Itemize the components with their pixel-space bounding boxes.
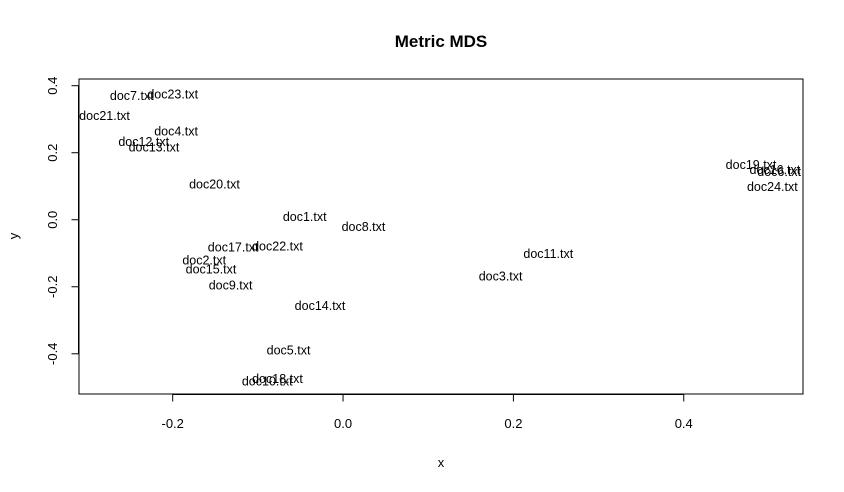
y-tick-label: -0.2: [45, 276, 60, 298]
point-label: doc22.txt: [252, 240, 303, 254]
point-label: doc17.txt: [208, 241, 259, 255]
point-label: doc23.txt: [147, 87, 198, 101]
y-axis-label: y: [6, 232, 21, 239]
point-label: doc24.txt: [747, 180, 798, 194]
y-axis: -0.4 -0.2 0.0 0.2 0.4: [45, 77, 79, 365]
chart-title: Metric MDS: [395, 32, 488, 51]
point-label: doc7.txt: [110, 89, 154, 103]
y-tick-label: 0.0: [45, 211, 60, 229]
point-label: doc18.txt: [252, 372, 303, 386]
x-tick-label: 0.4: [675, 416, 693, 431]
point-label: doc8.txt: [342, 220, 386, 234]
x-axis: -0.2 0.0 0.2 0.4: [161, 394, 693, 431]
x-tick-label: -0.2: [161, 416, 183, 431]
point-label: doc19.txt: [726, 158, 777, 172]
x-tick-label: 0.2: [504, 416, 522, 431]
point-label: doc21.txt: [79, 109, 130, 123]
y-tick-label: 0.2: [45, 144, 60, 162]
point-label: doc4.txt: [154, 125, 198, 139]
point-label: doc1.txt: [283, 210, 327, 224]
point-label: doc10.txt: [242, 375, 293, 389]
point-label: doc13.txt: [129, 140, 180, 154]
point-label: doc16.txt: [750, 163, 801, 177]
point-label: doc20.txt: [189, 178, 240, 192]
y-tick-label: 0.4: [45, 77, 60, 95]
point-label: doc2.txt: [182, 254, 226, 268]
y-tick-label: -0.4: [45, 343, 60, 365]
x-tick-label: 0.0: [334, 416, 352, 431]
point-label: doc9.txt: [209, 278, 253, 292]
point-label: doc5.txt: [267, 344, 311, 358]
point-label: doc15.txt: [186, 263, 237, 277]
x-axis-label: x: [438, 455, 445, 470]
point-label: doc6.txt: [757, 165, 801, 179]
point-label: doc3.txt: [479, 269, 523, 283]
point-label: doc14.txt: [295, 299, 346, 313]
point-label: doc12.txt: [118, 135, 169, 149]
point-label: doc11.txt: [523, 247, 573, 261]
